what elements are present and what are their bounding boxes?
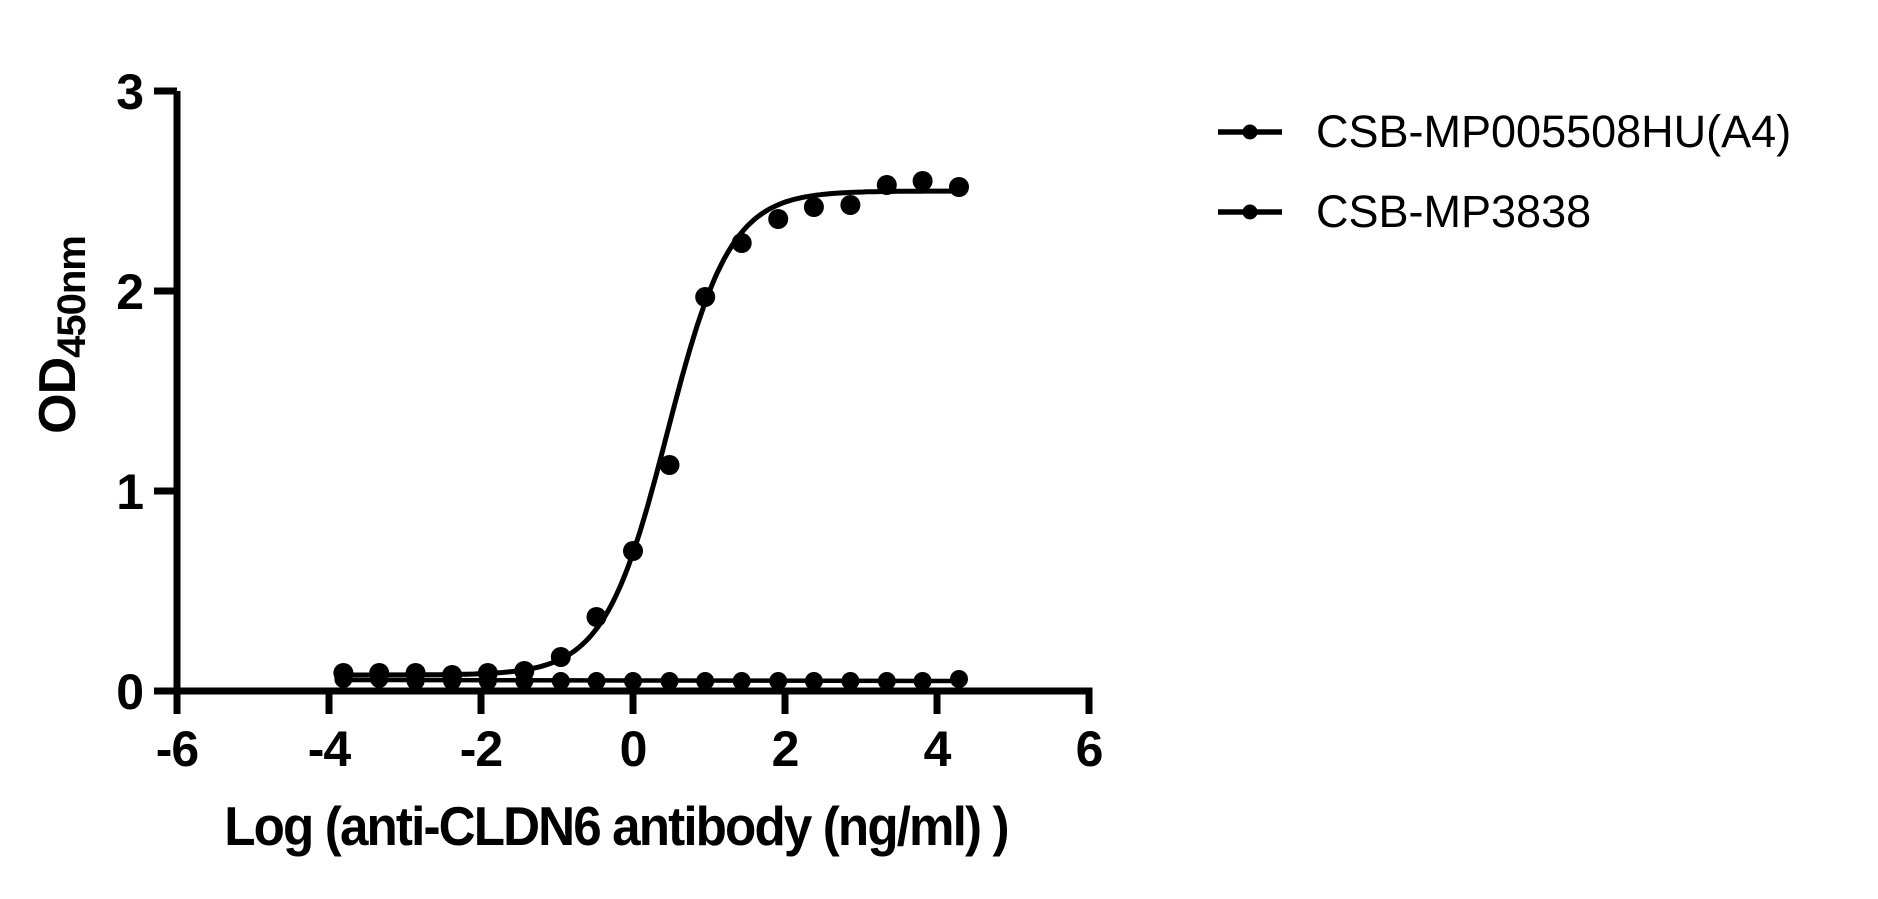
- series-1-data-point: [803, 197, 824, 217]
- series-1-data-point: [840, 195, 861, 215]
- line-dot-marker-icon: [1218, 204, 1282, 220]
- series-2-data-point: [334, 670, 353, 688]
- series-2-data-point: [732, 672, 751, 690]
- y-tick-label: 3: [116, 64, 143, 120]
- series-2-data-point: [551, 672, 570, 690]
- line-dot-marker-icon: [1218, 124, 1282, 140]
- series-2-fit-curve: [343, 677, 960, 684]
- series-2-data-point: [804, 672, 823, 690]
- series-2-data-point: [587, 672, 606, 690]
- series-2-data-point: [877, 672, 896, 690]
- series-2-data-point: [515, 672, 534, 690]
- y-tick-label: 1: [116, 464, 143, 520]
- series-2-data-point: [624, 672, 642, 690]
- series-1-data-point: [912, 171, 933, 191]
- series-1-fit-curve: [343, 188, 960, 678]
- series-1-data-point: [623, 541, 643, 561]
- x-tick-label: -4: [308, 721, 352, 777]
- series-1-data-point: [659, 455, 680, 475]
- y-axis-title: OD450nm: [28, 236, 94, 434]
- x-tick-label: -2: [460, 721, 502, 777]
- legend-item-series-2: CSB-MP3838: [1216, 186, 1791, 238]
- series-2-data-point: [370, 670, 389, 688]
- legend: CSB-MP005508HU(A4) CSB-MP3838: [1216, 106, 1791, 238]
- series-2-data-point: [950, 670, 968, 688]
- series-1-data-point: [586, 607, 607, 627]
- legend-item-series-1: CSB-MP005508HU(A4): [1216, 106, 1791, 158]
- series-1-data-point: [550, 647, 571, 667]
- y-axis-title-main: OD: [29, 357, 87, 434]
- y-axis-title-subscript: 450nm: [50, 236, 94, 358]
- series-1-data-point: [695, 287, 716, 307]
- y-tick-label: 0: [116, 664, 143, 720]
- series-1-data-point: [731, 233, 752, 253]
- series-2-data-point: [660, 672, 679, 690]
- series-2-data-point: [443, 672, 462, 690]
- series-2-data-point: [913, 672, 932, 690]
- series-2-data-point: [406, 672, 425, 690]
- x-tick-label: 4: [924, 721, 952, 777]
- legend-label-series-1: CSB-MP005508HU(A4): [1316, 106, 1792, 157]
- series-2-data-point: [696, 672, 715, 690]
- x-axis-title: Log (anti-CLDN6 antibody (ng/ml) ): [224, 795, 1009, 857]
- x-tick-label: -6: [156, 721, 198, 777]
- y-tick-label: 2: [116, 264, 143, 320]
- series-2-data-point: [478, 672, 497, 690]
- series-1-data-point: [876, 175, 897, 195]
- x-tick-label: 2: [772, 721, 799, 777]
- series-2-data-point: [769, 672, 788, 690]
- x-tick-label: 6: [1076, 721, 1103, 777]
- x-tick-label: 0: [620, 721, 647, 777]
- legend-label-series-2: CSB-MP3838: [1316, 186, 1592, 237]
- series-1-data-point: [949, 177, 969, 197]
- series-1-data-point: [768, 209, 789, 229]
- series-2-data-point: [841, 672, 860, 690]
